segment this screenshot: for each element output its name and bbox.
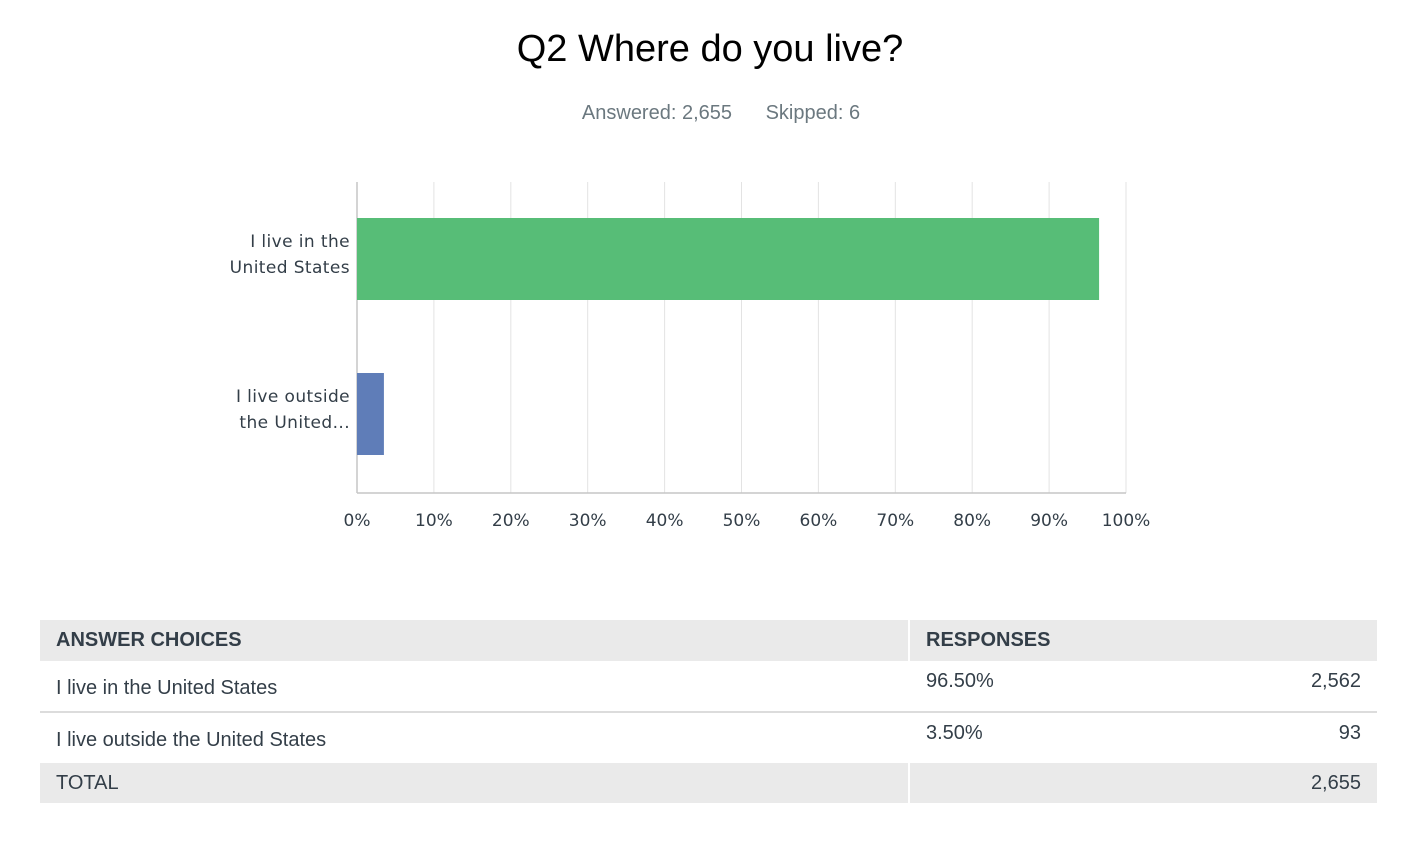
x-tick-label: 60% xyxy=(800,511,838,531)
category-label: the United... xyxy=(239,413,350,433)
x-tick-label: 10% xyxy=(415,511,453,531)
bar xyxy=(357,218,1100,300)
bar-chart: 0% 10% 20% 30% 40% 50% 60% 70% 80% 90% 100% I live … xyxy=(230,182,1151,531)
category-label: United States xyxy=(230,258,350,278)
x-tick-label: 80% xyxy=(953,511,991,531)
response-percent-cell: 3.50% xyxy=(926,722,983,744)
total-row: TOTAL 2,655 xyxy=(40,763,1377,803)
header-responses: RESPONSES xyxy=(909,620,1377,661)
question-title: Q2 Where do you live? xyxy=(516,28,904,70)
bar xyxy=(357,373,384,455)
total-percent-cell xyxy=(909,763,1168,803)
x-tick-label: 100% xyxy=(1102,511,1151,531)
category-label: I live outside xyxy=(236,387,350,407)
response-count-cell: 2,562 xyxy=(1167,661,1377,713)
table-header-row: ANSWER CHOICES RESPONSES xyxy=(40,620,1377,661)
header-answer-choices: ANSWER CHOICES xyxy=(40,620,910,661)
x-tick-label: 50% xyxy=(723,511,761,531)
x-tick-label: 40% xyxy=(646,511,684,531)
x-tick-label: 70% xyxy=(876,511,914,531)
x-tick-label: 20% xyxy=(492,511,530,531)
x-tick-label: 0% xyxy=(344,511,371,531)
table-row: I live in the United States 96.50% 2,562 xyxy=(40,661,1377,713)
x-tick-label: 30% xyxy=(569,511,607,531)
total-count: 2,655 xyxy=(1167,763,1377,803)
answered-count: Answered: 2,655 xyxy=(581,102,733,124)
answer-choice-cell: I live in the United States xyxy=(40,661,910,713)
answer-choice-cell: I live outside the United States xyxy=(40,712,910,763)
category-label: I live in the xyxy=(250,232,350,252)
x-tick-label: 90% xyxy=(1030,511,1068,531)
responses-table: ANSWER CHOICES RESPONSES I live in the U… xyxy=(40,620,1377,803)
response-count-cell: 93 xyxy=(1338,722,1361,744)
table-row: I live outside the United States 3.50% 9… xyxy=(40,712,1377,763)
total-label: TOTAL xyxy=(40,763,910,803)
response-percent-cell: 96.50% xyxy=(909,661,1168,713)
response-stats: Answered: 2,655 Skipped: 6 xyxy=(0,102,1410,125)
skipped-count: Skipped: 6 xyxy=(765,102,861,124)
